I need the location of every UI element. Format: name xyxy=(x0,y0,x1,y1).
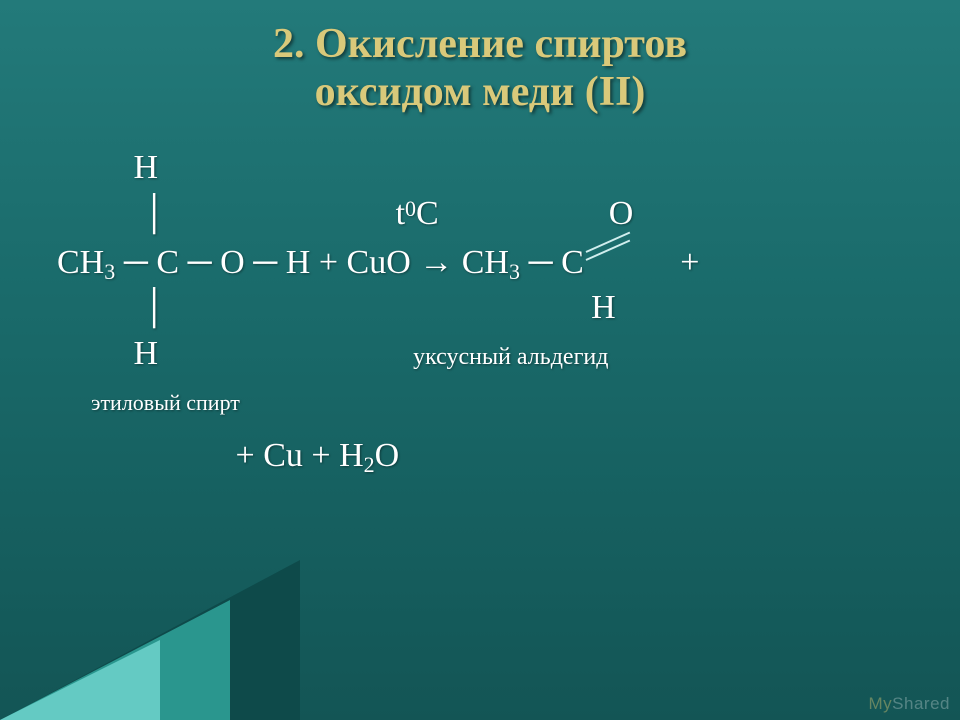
h-atom: H xyxy=(134,145,159,191)
watermark-rest: Shared xyxy=(892,694,950,713)
reaction-body: H │ t0C O CH3 ─ C ─ O xyxy=(40,145,920,480)
o-atom: O xyxy=(609,191,634,237)
row-top-h: H xyxy=(40,145,920,191)
slide-title: 2. Окисление спиртов оксидом меди (II) xyxy=(40,20,920,117)
row-ethanol-label: этиловый спирт xyxy=(40,377,920,423)
spacer xyxy=(40,240,57,286)
cuo: CuO xyxy=(347,240,411,286)
spacer xyxy=(40,433,236,479)
spacer xyxy=(166,285,591,331)
bond: ─ xyxy=(520,240,561,286)
title-number: 2. xyxy=(273,21,305,67)
corner-decoration xyxy=(0,540,320,720)
h2o-2: 2 xyxy=(364,450,375,480)
plus: + xyxy=(680,240,699,286)
spacer xyxy=(638,240,681,286)
vbar: │ xyxy=(142,191,166,237)
plus: + xyxy=(303,433,339,479)
watermark-my: My xyxy=(869,694,893,713)
h2o-h: H xyxy=(339,433,364,479)
ch3: CH xyxy=(57,240,104,286)
cu: Cu xyxy=(263,433,303,479)
h-atom: H xyxy=(591,285,616,331)
bond: ─ xyxy=(115,240,156,286)
aldehyde-label: уксусный альдегид xyxy=(413,341,608,373)
vbar: │ xyxy=(142,285,166,331)
arrow: → xyxy=(411,240,462,286)
ch3-sub: 3 xyxy=(509,257,520,287)
title-line2: оксидом меди (II) xyxy=(315,69,646,115)
ch3: CH xyxy=(462,240,509,286)
plus: + xyxy=(310,240,346,286)
slide: 2. Окисление спиртов оксидом меди (II) H… xyxy=(0,0,960,720)
spacer xyxy=(40,191,142,237)
spacer xyxy=(40,285,142,331)
watermark: MyShared xyxy=(869,694,951,714)
o-atom: O xyxy=(220,240,245,286)
h-atom: H xyxy=(286,240,311,286)
spacer xyxy=(166,191,396,237)
row-bottom-h: H уксусный альдегид xyxy=(40,331,920,377)
bond: ─ xyxy=(245,240,286,286)
plus: + xyxy=(236,433,264,479)
condition-c: C xyxy=(416,191,439,237)
double-bond-wedge xyxy=(584,237,638,273)
row-main: CH3 ─ C ─ O ─ H + CuO → CH3 ─ C + xyxy=(40,237,920,286)
h-atom: H xyxy=(134,331,159,377)
condition-t: t xyxy=(396,191,405,237)
ch3-sub: 3 xyxy=(104,257,115,287)
row-cond-o: │ t0C O xyxy=(40,191,920,237)
ethanol-label: этиловый спирт xyxy=(91,388,240,418)
spacer xyxy=(158,331,413,377)
spacer xyxy=(439,191,609,237)
row-mid: │ H xyxy=(40,285,920,331)
h2o-o: O xyxy=(375,433,400,479)
spacer xyxy=(40,331,134,377)
condition-sup: 0 xyxy=(405,194,416,224)
title-line1: Окисление спиртов xyxy=(315,21,687,67)
row-products: + Cu + H2O xyxy=(40,433,920,479)
deco-tri xyxy=(0,640,160,720)
c-atom: C xyxy=(561,240,584,286)
c-atom: C xyxy=(156,240,179,286)
bond: ─ xyxy=(179,240,220,286)
spacer xyxy=(40,377,91,423)
spacer xyxy=(40,145,134,191)
